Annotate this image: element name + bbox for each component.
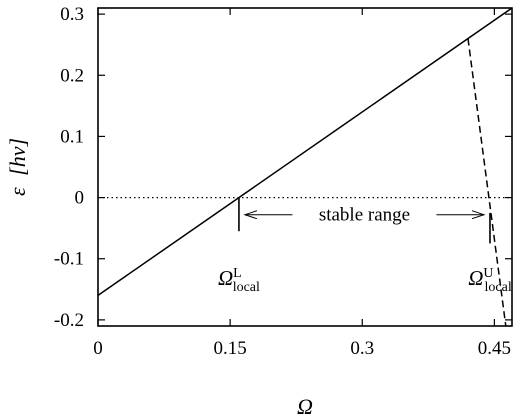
series-line-solid <box>97 7 513 297</box>
omega-symbol: Ω <box>468 266 483 290</box>
x-axis-title: Ω <box>297 394 313 419</box>
y-tick-label-0: 0.3 <box>60 4 84 25</box>
omega-superscript: U <box>483 266 493 281</box>
omega-subscript: local <box>233 280 260 295</box>
y-tick-label-4: -0.1 <box>54 249 84 270</box>
x-tick-label-0: 0 <box>93 338 103 359</box>
omega-symbol: Ω <box>218 266 233 290</box>
omega-label-U: ΩU local <box>468 266 512 295</box>
omega-label-L: ΩL local <box>218 266 260 295</box>
y-axis-title: ε [hν] <box>5 138 30 196</box>
stable-range-label: stable range <box>319 205 410 226</box>
x-tick-label-3: 0.45 <box>478 338 511 359</box>
omega-subscript: local <box>485 280 512 295</box>
x-tick-label-1: 0.15 <box>214 338 247 359</box>
range-arrow-left-head <box>243 210 258 220</box>
series <box>97 7 513 327</box>
omega-superscript: L <box>233 266 242 281</box>
x-tick-label-2: 0.3 <box>350 338 374 359</box>
y-tick-label-1: 0.2 <box>60 65 84 86</box>
y-tick-label-2: 0.1 <box>60 126 84 147</box>
y-axis-symbol: ε <box>5 187 30 196</box>
y-axis-unit: [hν] <box>5 138 30 176</box>
series-line-dashed <box>467 38 507 327</box>
range-arrow-right-head <box>471 210 486 220</box>
y-tick-label-5: -0.2 <box>54 310 84 331</box>
y-tick-label-3: 0 <box>75 188 85 209</box>
plot-frame <box>97 7 513 327</box>
ticks: 0 0.15 0.3 0.45 0.3 0.2 0.1 0 -0.1 -0.2 <box>54 4 512 359</box>
